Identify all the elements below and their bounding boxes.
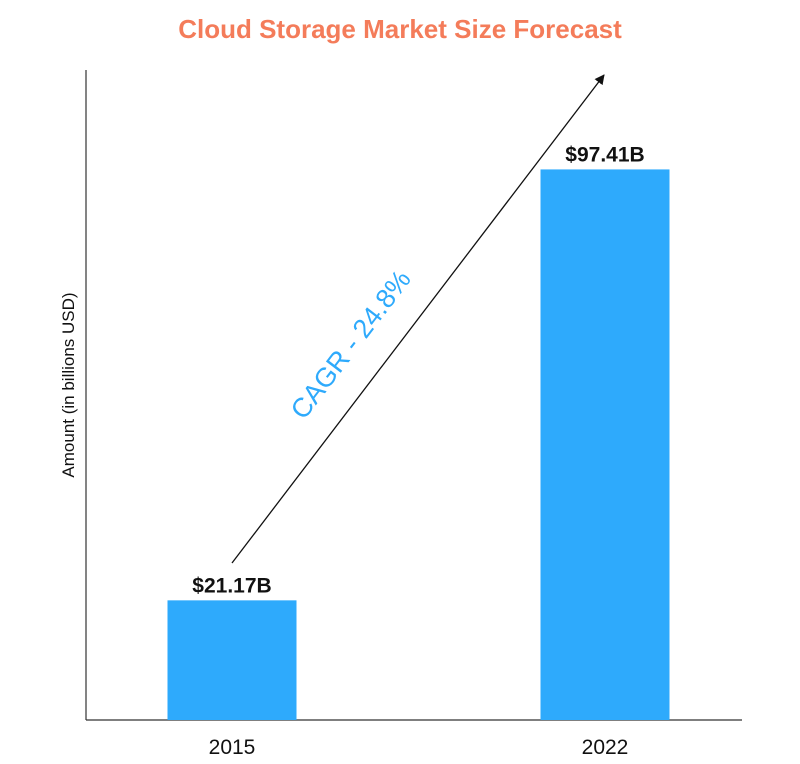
y-axis-label: Amount (in billions USD) <box>59 292 78 477</box>
bars-group: $21.17B 2015 $97.41B 2022 <box>167 143 670 759</box>
data-label-2022: $97.41B <box>565 143 644 166</box>
chart-title: Cloud Storage Market Size Forecast <box>178 14 622 44</box>
bar-2015 <box>167 600 297 720</box>
x-tick-label-2015: 2015 <box>209 736 256 759</box>
data-label-2015: $21.17B <box>192 574 271 597</box>
cagr-annotation: CAGR - 24.8% <box>285 264 417 424</box>
x-tick-label-2022: 2022 <box>582 736 629 759</box>
bar-2022 <box>540 169 670 720</box>
cagr-arrow <box>231 74 605 564</box>
